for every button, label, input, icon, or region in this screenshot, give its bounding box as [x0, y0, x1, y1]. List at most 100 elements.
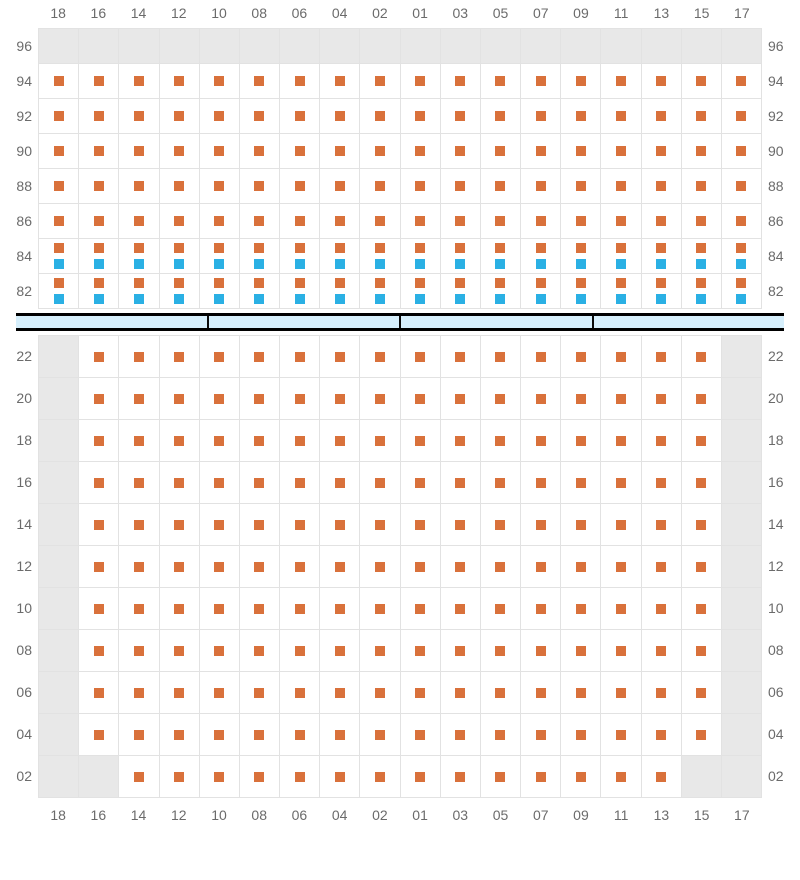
seat-cell[interactable]: [240, 134, 280, 169]
seat-cell[interactable]: [240, 239, 280, 274]
seat-cell[interactable]: [521, 134, 561, 169]
seat-cell[interactable]: [39, 504, 79, 546]
seat-cell[interactable]: [280, 204, 320, 239]
seat-cell[interactable]: [360, 29, 400, 64]
seat-cell[interactable]: [682, 169, 722, 204]
seat-cell[interactable]: [79, 29, 119, 64]
seat-cell[interactable]: [722, 420, 762, 462]
seat-cell[interactable]: [561, 169, 601, 204]
seat-cell[interactable]: [642, 169, 682, 204]
seat-cell[interactable]: [561, 630, 601, 672]
seat-cell[interactable]: [401, 504, 441, 546]
seat-cell[interactable]: [441, 99, 481, 134]
seat-cell[interactable]: [119, 420, 159, 462]
seat-cell[interactable]: [160, 714, 200, 756]
seat-cell[interactable]: [79, 714, 119, 756]
seat-cell[interactable]: [722, 504, 762, 546]
seat-cell[interactable]: [320, 29, 360, 64]
seat-cell[interactable]: [280, 672, 320, 714]
seat-cell[interactable]: [481, 239, 521, 274]
seat-cell[interactable]: [79, 99, 119, 134]
seat-cell[interactable]: [561, 204, 601, 239]
seat-cell[interactable]: [160, 630, 200, 672]
seat-cell[interactable]: [39, 204, 79, 239]
seat-cell[interactable]: [401, 336, 441, 378]
seat-cell[interactable]: [240, 169, 280, 204]
seat-cell[interactable]: [280, 336, 320, 378]
seat-cell[interactable]: [601, 204, 641, 239]
seat-cell[interactable]: [39, 588, 79, 630]
seat-cell[interactable]: [320, 274, 360, 309]
seat-cell[interactable]: [561, 714, 601, 756]
seat-cell[interactable]: [39, 99, 79, 134]
seat-cell[interactable]: [521, 239, 561, 274]
seat-cell[interactable]: [200, 756, 240, 798]
seat-cell[interactable]: [39, 630, 79, 672]
seat-cell[interactable]: [481, 756, 521, 798]
seat-cell[interactable]: [401, 714, 441, 756]
seat-cell[interactable]: [601, 714, 641, 756]
seat-cell[interactable]: [722, 204, 762, 239]
seat-cell[interactable]: [280, 169, 320, 204]
seat-cell[interactable]: [441, 588, 481, 630]
seat-cell[interactable]: [160, 134, 200, 169]
seat-cell[interactable]: [320, 204, 360, 239]
seat-cell[interactable]: [160, 274, 200, 309]
seat-cell[interactable]: [79, 64, 119, 99]
seat-cell[interactable]: [521, 378, 561, 420]
seat-cell[interactable]: [320, 336, 360, 378]
seat-cell[interactable]: [79, 420, 119, 462]
seat-cell[interactable]: [360, 64, 400, 99]
seat-cell[interactable]: [521, 630, 561, 672]
seat-cell[interactable]: [521, 588, 561, 630]
seat-cell[interactable]: [200, 378, 240, 420]
seat-cell[interactable]: [481, 588, 521, 630]
seat-cell[interactable]: [39, 462, 79, 504]
seat-cell[interactable]: [79, 504, 119, 546]
seat-cell[interactable]: [360, 99, 400, 134]
seat-cell[interactable]: [441, 462, 481, 504]
seat-cell[interactable]: [642, 204, 682, 239]
seat-cell[interactable]: [601, 239, 641, 274]
seat-cell[interactable]: [119, 204, 159, 239]
seat-cell[interactable]: [240, 546, 280, 588]
seat-cell[interactable]: [119, 630, 159, 672]
seat-cell[interactable]: [280, 504, 320, 546]
seat-cell[interactable]: [441, 239, 481, 274]
seat-cell[interactable]: [682, 630, 722, 672]
seat-cell[interactable]: [481, 336, 521, 378]
seat-cell[interactable]: [722, 134, 762, 169]
seat-cell[interactable]: [601, 546, 641, 588]
seat-cell[interactable]: [481, 714, 521, 756]
seat-cell[interactable]: [601, 420, 641, 462]
seat-cell[interactable]: [160, 64, 200, 99]
seat-cell[interactable]: [682, 239, 722, 274]
seat-cell[interactable]: [160, 672, 200, 714]
seat-cell[interactable]: [601, 672, 641, 714]
seat-cell[interactable]: [561, 64, 601, 99]
seat-cell[interactable]: [39, 169, 79, 204]
seat-cell[interactable]: [39, 64, 79, 99]
seat-cell[interactable]: [601, 630, 641, 672]
seat-cell[interactable]: [160, 99, 200, 134]
seat-cell[interactable]: [682, 546, 722, 588]
seat-cell[interactable]: [160, 239, 200, 274]
seat-cell[interactable]: [682, 274, 722, 309]
seat-cell[interactable]: [320, 672, 360, 714]
seat-cell[interactable]: [401, 99, 441, 134]
seat-cell[interactable]: [79, 274, 119, 309]
seat-cell[interactable]: [320, 756, 360, 798]
seat-cell[interactable]: [441, 378, 481, 420]
seat-cell[interactable]: [280, 378, 320, 420]
seat-cell[interactable]: [200, 546, 240, 588]
seat-cell[interactable]: [642, 29, 682, 64]
seat-cell[interactable]: [561, 378, 601, 420]
seat-cell[interactable]: [119, 672, 159, 714]
seat-cell[interactable]: [39, 336, 79, 378]
seat-cell[interactable]: [119, 239, 159, 274]
seat-cell[interactable]: [401, 64, 441, 99]
seat-cell[interactable]: [160, 420, 200, 462]
seat-cell[interactable]: [441, 336, 481, 378]
seat-cell[interactable]: [79, 588, 119, 630]
seat-cell[interactable]: [521, 204, 561, 239]
